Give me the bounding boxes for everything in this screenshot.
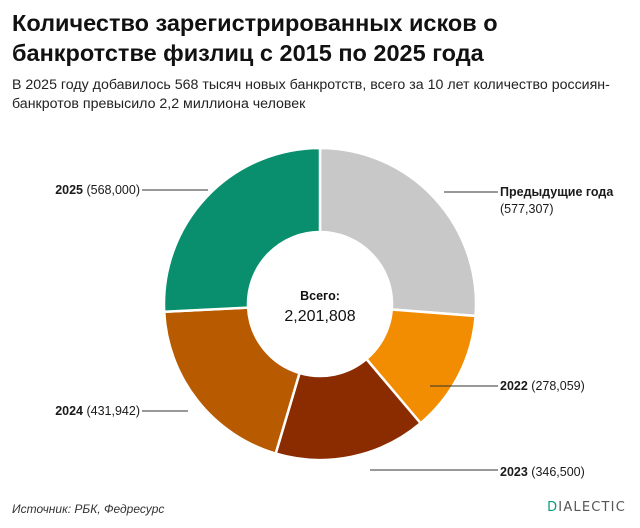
donut-slice-0 — [318, 146, 478, 318]
donut-slice-4 — [162, 146, 322, 314]
slice-label-2: 2023 (346,500) — [500, 465, 585, 479]
slice-label-3: 2024 (431,942) — [55, 404, 140, 418]
slice-label-4: 2025 (568,000) — [55, 183, 140, 197]
slice-label-0: Предыдущие года (577,307) — [500, 185, 614, 216]
center-total: 2,201,808 — [284, 308, 355, 325]
center-label: Всего: — [300, 289, 340, 303]
chart-title: Количество зарегистрированных исков о ба… — [12, 10, 498, 66]
chart-subtitle: В 2025 году добавилось 568 тысяч новых б… — [12, 77, 610, 112]
logo-accent: D — [547, 500, 559, 515]
logo-text: IALECTIC — [558, 500, 626, 515]
source-note: Источник: РБК, Федресурс — [12, 502, 165, 516]
donut-slice-3 — [162, 306, 302, 456]
donut-chart: Предыдущие года (577,307) 2022 (278,059) 20… — [55, 146, 614, 479]
slice-label-1: 2022 (278,059) — [500, 379, 585, 393]
brand-logo: DIALECTIC — [547, 500, 626, 515]
